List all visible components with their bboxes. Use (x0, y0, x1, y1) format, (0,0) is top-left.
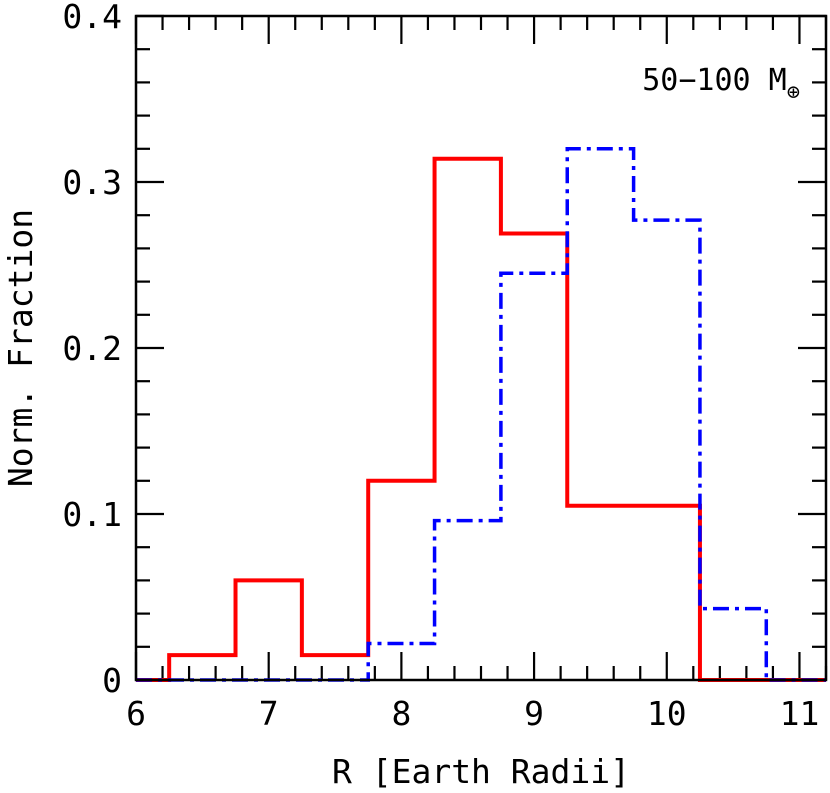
red-solid-histogram (136, 156, 826, 682)
x-tick-label: 11 (780, 694, 820, 733)
series-layer (136, 147, 826, 682)
x-tick-label: 10 (647, 694, 687, 733)
blue-dashdot-histogram (136, 147, 826, 682)
labels-layer: 6 7 8 9 10 11 0 0.1 0.2 0.3 0.4 (62, 0, 819, 733)
y-tick-label: 0.1 (62, 495, 122, 534)
annotation-subscript: ⊕ (787, 80, 800, 105)
x-tick-label: 8 (391, 694, 411, 733)
x-axis-title: R [Earth Radii] (332, 752, 630, 791)
x-tick-label: 9 (524, 694, 544, 733)
x-tick-label: 6 (126, 694, 146, 733)
y-tick-label: 0 (102, 661, 122, 700)
annotation-text: 50−100 M (642, 63, 787, 98)
mass-range-annotation: 50−100 M⊕ (642, 63, 800, 105)
y-axis-title: Norm. Fraction (1, 209, 40, 487)
y-tick-label: 0.3 (62, 163, 122, 202)
x-tick-label: 7 (259, 694, 279, 733)
y-tick-label: 0.4 (62, 0, 122, 36)
plot-frame (134, 14, 828, 682)
y-tick-label: 0.2 (62, 329, 122, 368)
